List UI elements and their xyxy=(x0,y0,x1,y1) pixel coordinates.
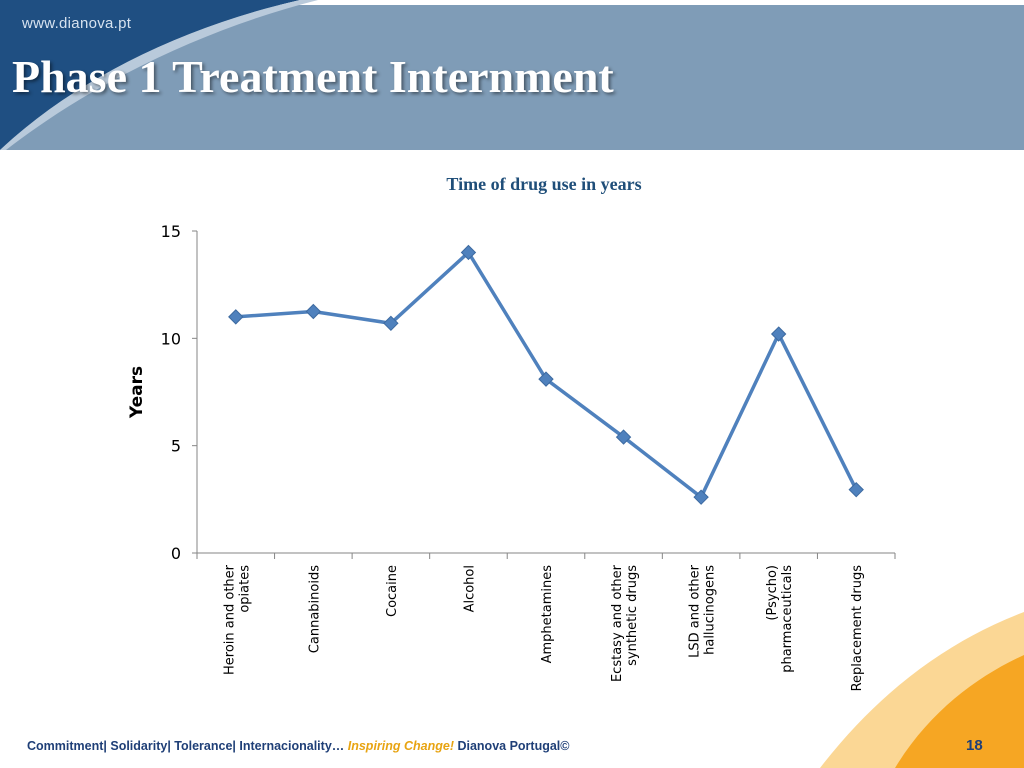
y-tick-label: 0 xyxy=(171,544,181,563)
x-tick-label-line: hallucinogens xyxy=(703,565,718,655)
x-tick-label-line: Cannabinoids xyxy=(307,565,322,653)
page-number: 18 xyxy=(966,737,983,754)
x-tick-label-line: opiates xyxy=(237,565,252,613)
x-tick-label: LSD and other hallucinogens xyxy=(688,564,718,658)
y-tick-label: 15 xyxy=(161,222,181,241)
data-point xyxy=(228,309,244,325)
x-tick-label: Cannabinoids xyxy=(307,565,322,653)
footer-brand: Dianova Portugal© xyxy=(454,739,570,753)
x-tick-label: Cocaine xyxy=(385,565,400,617)
footer-text: Commitment| Solidarity| Tolerance| Inter… xyxy=(27,739,569,753)
data-point xyxy=(770,326,787,342)
footer-tagline: Inspiring Change! xyxy=(347,739,454,753)
y-tick-label: 5 xyxy=(171,437,181,456)
data-point xyxy=(693,489,709,505)
x-tick-label-line: LSD and other xyxy=(688,564,703,658)
site-url: www.dianova.pt xyxy=(22,15,132,32)
x-tick-label: Alcohol xyxy=(462,565,477,612)
x-tick-label-line: (Psycho) xyxy=(765,565,780,621)
x-tick-label-line: Replacement drugs xyxy=(850,565,865,692)
y-axis-title: Years xyxy=(127,366,147,419)
x-tick-label-line: pharmaceuticals xyxy=(780,565,795,673)
y-tick-label: 10 xyxy=(161,329,181,348)
data-point xyxy=(615,429,632,445)
header-swoosh-dark xyxy=(0,0,300,150)
chart-title: Time of drug use in years xyxy=(446,174,642,194)
x-tick-label-line: Heroin and other xyxy=(222,564,237,675)
data-point xyxy=(460,244,477,261)
x-tick-label: Ecstasy and other synthetic drugs xyxy=(610,564,640,682)
data-point xyxy=(383,315,399,332)
x-tick-label: Heroin and other opiates xyxy=(222,564,252,675)
x-tick-label-line: Cocaine xyxy=(385,565,400,617)
footer-swoosh-orange xyxy=(895,655,1024,768)
x-tick-label: Replacement drugs xyxy=(850,565,865,692)
x-tick-label-line: Alcohol xyxy=(462,565,477,612)
data-point xyxy=(305,303,322,320)
data-point xyxy=(538,371,554,387)
header-banner xyxy=(0,0,1024,150)
x-tick-label-line: synthetic drugs xyxy=(625,565,640,666)
slide-title: Phase 1 Treatment Internment xyxy=(12,51,614,102)
x-tick-label-line: Ecstasy and other xyxy=(610,564,625,682)
x-tick-label: Amphetamines xyxy=(540,565,555,664)
footer-values: Commitment| Solidarity| Tolerance| Inter… xyxy=(27,739,348,753)
data-point xyxy=(848,481,864,498)
x-tick-label-line: Amphetamines xyxy=(540,565,555,664)
x-tick-label: (Psycho) pharmaceuticals xyxy=(765,565,795,673)
